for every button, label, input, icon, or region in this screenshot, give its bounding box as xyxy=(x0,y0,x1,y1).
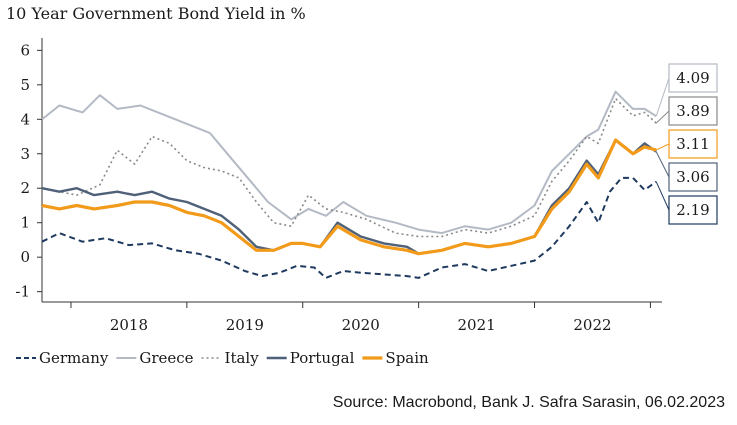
series-line-greece xyxy=(41,90,657,235)
end-label-connector xyxy=(655,77,670,117)
end-label-box xyxy=(668,195,718,225)
x-tick-label: 2020 xyxy=(342,316,380,334)
source-note: Source: Macrobond, Bank J. Safra Sarasin… xyxy=(332,394,725,411)
series-line-spain xyxy=(41,138,657,256)
x-tick-label: 2018 xyxy=(110,316,148,334)
end-label-box xyxy=(668,129,718,159)
series-line-portugal xyxy=(41,138,657,255)
x-tick-label: 2019 xyxy=(226,316,264,334)
legend-label-germany: Germany xyxy=(39,349,109,367)
y-tick-label: -1 xyxy=(15,283,30,301)
end-label-portugal: 3.06 xyxy=(676,168,709,186)
series-layer xyxy=(41,90,657,279)
end-label-box xyxy=(668,63,718,93)
end-label-greece: 4.09 xyxy=(676,69,709,87)
y-tick-label: 2 xyxy=(20,179,30,197)
x-tick-label: 2022 xyxy=(573,316,611,334)
end-label-germany: 2.19 xyxy=(676,201,709,219)
end-labels: 4.09 3.89 3.11 3.06 2.19 xyxy=(655,63,718,225)
end-label-connector xyxy=(655,143,670,151)
legend-label-greece: Greece xyxy=(139,349,193,367)
end-label-spain: 3.11 xyxy=(676,135,709,153)
axes: 6 5 4 3 2 1 0 -1 2018 2019 2020 2021 2022 xyxy=(15,38,662,334)
y-tick-label: 0 xyxy=(20,248,30,266)
end-label-connector xyxy=(655,181,670,211)
series-line-germany xyxy=(41,176,657,279)
chart-title: 10 Year Government Bond Yield in % xyxy=(6,4,306,23)
x-tick-label: 2021 xyxy=(457,316,495,334)
end-label-box xyxy=(668,162,718,192)
end-label-box xyxy=(668,96,718,126)
y-tick-label: 6 xyxy=(20,41,30,59)
legend-label-spain: Spain xyxy=(385,349,429,367)
legend-label-italy: Italy xyxy=(225,349,260,367)
end-label-connector xyxy=(655,110,670,124)
y-tick-label: 4 xyxy=(20,110,30,128)
series-line-italy xyxy=(41,97,657,238)
y-tick-label: 1 xyxy=(20,214,30,232)
y-tick-label: 5 xyxy=(20,76,30,94)
legend: Germany Greece Italy Portugal Spain xyxy=(16,349,429,367)
y-tick-label: 3 xyxy=(20,145,30,163)
end-label-italy: 3.89 xyxy=(676,102,709,120)
end-label-connector xyxy=(655,151,670,178)
legend-label-portugal: Portugal xyxy=(290,349,355,367)
